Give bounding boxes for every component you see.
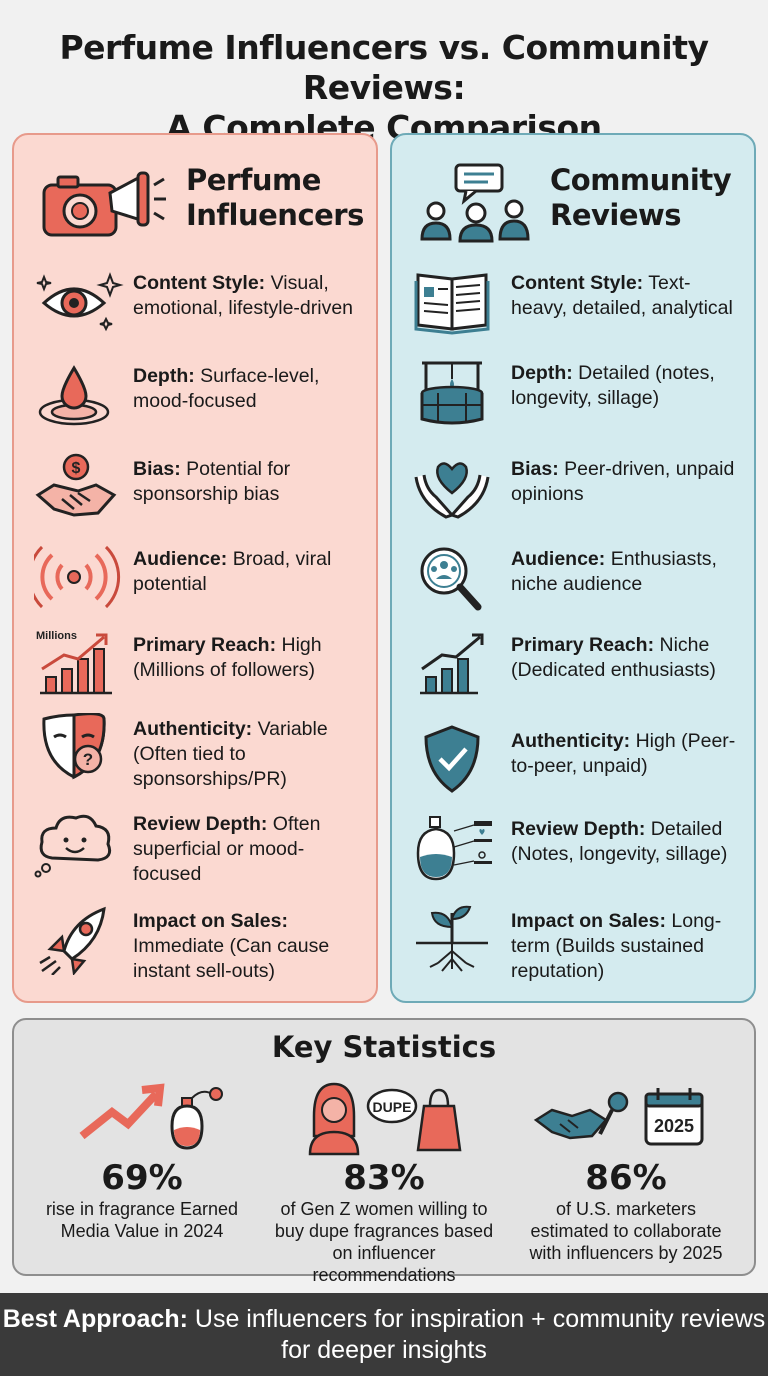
community-row-impact-on-sales: Impact on Sales: Long-term (Builds susta… (412, 905, 746, 985)
stat-us-marketers: 2025 86% of U.S. marketers estimated to … (506, 1076, 746, 1264)
growth-chart-icon: Millions (36, 630, 112, 695)
community-panel: Community Reviews Content Style: Text-he… (390, 133, 756, 1003)
influencers-title: Perfume Influencers (186, 163, 364, 233)
community-title-line1: Community (550, 163, 732, 197)
stat-gen-z-dupe-desc: of Gen Z women willing to buy dupe fragr… (274, 1199, 494, 1285)
community-primary-reach-text: Primary Reach: Niche (Dedicated enthusia… (511, 634, 716, 681)
influencer-row-depth: Depth: Surface-level, mood-focused (34, 360, 368, 440)
community-title-line2: Reviews (550, 198, 682, 232)
influencer-row-primary-reach: Millions Primary Reach: High (Millions o… (34, 629, 368, 709)
cloud-face-icon (34, 814, 112, 878)
droplet-icon (38, 365, 110, 426)
influencer-row-review-depth: Review Depth: Often superficial or mood-… (34, 808, 368, 888)
people-chat-icon (420, 163, 530, 243)
community-impact-on-sales-text: Impact on Sales: Long-term (Builds susta… (511, 910, 722, 982)
rocket-icon (39, 906, 106, 975)
influencer-row-authenticity: ? Authenticity: Variable (Often tied to … (34, 713, 368, 793)
stat-fragrance-emv-value: 69% (101, 1158, 183, 1198)
community-row-depth: Depth: Detailed (notes, longevity, silla… (412, 357, 746, 437)
community-bias-text: Bias: Peer-driven, unpaid opinions (511, 458, 735, 505)
community-header: Community Reviews (412, 159, 744, 243)
dupe-badge: DUPE (373, 1099, 412, 1115)
well-icon (420, 361, 484, 425)
influencers-title-line1: Perfume (186, 163, 321, 197)
community-row-primary-reach: Primary Reach: Niche (Dedicated enthusia… (412, 629, 746, 709)
perfume-notes-icon (416, 816, 492, 881)
page-title: Perfume Influencers vs. Community Review… (0, 28, 768, 148)
influencer-depth-text: Depth: Surface-level, mood-focused (133, 365, 320, 412)
influencer-row-impact-on-sales: Impact on Sales: Immediate (Can cause in… (34, 905, 368, 985)
community-row-audience: Audience: Enthusiasts, niche audience (412, 543, 746, 623)
influencer-bias-text: Bias: Potential for sponsorship bias (133, 458, 291, 505)
influencer-row-audience: Audience: Broad, viral potential (34, 543, 368, 623)
influencers-header: Perfume Influencers (34, 159, 366, 239)
small-growth-chart-icon (420, 633, 484, 695)
svg-text:$: $ (72, 460, 81, 477)
best-approach-footer: Best Approach: Use influencers for inspi… (0, 1293, 768, 1376)
community-row-bias: Bias: Peer-driven, unpaid opinions (412, 453, 746, 533)
eye-icon (36, 272, 124, 332)
influencer-row-bias: $ Bias: Potential for sponsorship bias (34, 453, 368, 533)
magnifier-people-icon (420, 547, 482, 611)
influencers-title-line2: Influencers (186, 198, 364, 232)
influencer-primary-reach-text: Primary Reach: High (Millions of followe… (133, 634, 322, 681)
influencer-review-depth-text: Review Depth: Often superficial or mood-… (133, 813, 321, 885)
stat-us-marketers-value: 86% (585, 1158, 667, 1198)
sprout-roots-icon (416, 905, 488, 972)
community-title: Community Reviews (550, 163, 732, 233)
community-depth-text: Depth: Detailed (notes, longevity, silla… (511, 362, 715, 409)
millions-label: Millions (36, 630, 77, 642)
stat-gen-z-dupe-value: 83% (343, 1158, 425, 1198)
stat-fragrance-emv-desc: rise in fragrance Earned Media Value in … (45, 1199, 239, 1241)
community-review-depth-text: Review Depth: Detailed (Notes, longevity… (511, 818, 728, 865)
woman-dupe-bag-icon: DUPE (308, 1082, 462, 1156)
trend-perfume-icon (79, 1083, 223, 1150)
handshake-mic-calendar-icon: 2025 (533, 1088, 704, 1146)
community-content-style-text: Content Style: Text-heavy, detailed, ana… (511, 272, 733, 319)
influencer-authenticity-text: Authenticity: Variable (Often tied to sp… (133, 718, 328, 790)
key-statistics-panel: Key Statistics 69% rise in fragrance Ear… (12, 1018, 756, 1285)
broadcast-icon (34, 545, 121, 609)
influencer-content-style-text: Content Style: Visual, emotional, lifest… (133, 272, 354, 319)
community-row-content-style: Content Style: Text-heavy, detailed, ana… (412, 267, 746, 347)
stat-us-marketers-desc: of U.S. marketers estimated to collabora… (529, 1199, 723, 1263)
page-title-line1: Perfume Influencers vs. Community Review… (59, 28, 709, 107)
influencers-panel: Perfume Influencers Content Style: Visua… (12, 133, 378, 1003)
best-approach-text: Use influencers for inspiration + commun… (194, 1305, 766, 1364)
handshake-money-icon: $ (35, 453, 117, 517)
year-badge: 2025 (654, 1116, 694, 1136)
stat-gen-z-dupe: DUPE 83% of Gen Z women willing to buy d… (264, 1076, 504, 1286)
camera-megaphone-icon (42, 171, 166, 237)
community-audience-text: Audience: Enthusiasts, niche audience (511, 548, 717, 595)
open-book-icon (414, 273, 490, 335)
mask-question-icon: ? (42, 713, 106, 780)
hands-heart-icon (414, 462, 490, 519)
key-statistics-title: Key Statistics (271, 1030, 497, 1064)
community-authenticity-text: Authenticity: High (Peer-to-peer, unpaid… (511, 730, 736, 777)
community-row-authenticity: Authenticity: High (Peer-to-peer, unpaid… (412, 725, 746, 805)
influencer-impact-on-sales-text: Impact on Sales: Immediate (Can cause in… (133, 910, 330, 982)
influencer-row-content-style: Content Style: Visual, emotional, lifest… (34, 267, 368, 347)
influencer-audience-text: Audience: Broad, viral potential (133, 548, 332, 595)
stat-fragrance-emv: 69% rise in fragrance Earned Media Value… (22, 1076, 262, 1242)
community-row-review-depth: Review Depth: Detailed (Notes, longevity… (412, 813, 746, 893)
shield-check-icon (424, 725, 480, 793)
best-approach-label: Best Approach: (2, 1305, 188, 1333)
svg-text:?: ? (83, 750, 93, 769)
